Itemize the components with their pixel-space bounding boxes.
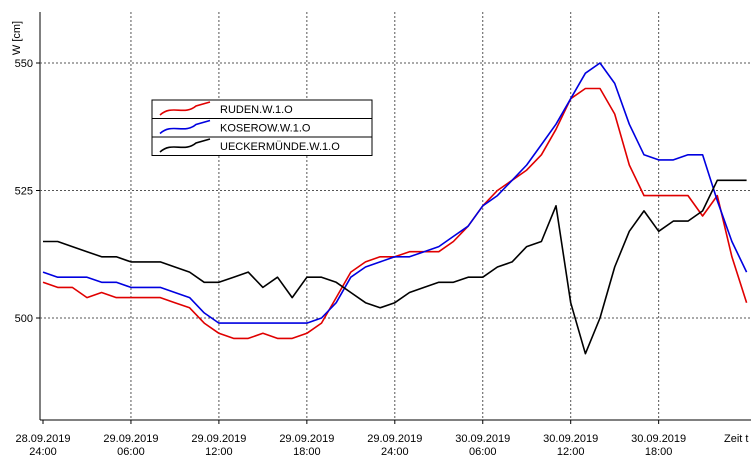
legend-label: KOSEROW.W.1.O: [220, 123, 311, 135]
series-line: [43, 179, 747, 355]
x-tick-label: 06:00: [117, 446, 145, 458]
x-tick-label: 24:00: [381, 446, 409, 458]
x-tick-label: 30.09.2019: [631, 433, 686, 445]
x-tick-label: 18:00: [645, 446, 673, 458]
x-tick-label: 29.09.2019: [191, 433, 246, 445]
x-tick-label: 30.09.2019: [455, 433, 510, 445]
x-tick-label: 30.09.2019: [543, 433, 598, 445]
x-tick-label: 29.09.2019: [103, 433, 158, 445]
legend-label: RUDEN.W.1.O: [220, 104, 293, 116]
x-tick-label: 06:00: [469, 446, 497, 458]
legend-swatch: [159, 101, 211, 116]
x-tick-label: 28.09.2019: [15, 433, 70, 445]
x-tick-label: 29.09.2019: [279, 433, 334, 445]
x-tick-label: 12:00: [205, 446, 233, 458]
legend-swatch: [159, 119, 211, 135]
x-tick-label: 29.09.2019: [367, 433, 422, 445]
series-line: [42, 62, 748, 324]
x-tick-label: 12:00: [557, 446, 585, 458]
y-tick-label: 525: [15, 186, 33, 198]
x-tick-label: 18:00: [293, 446, 321, 458]
legend-label: UECKERMÜNDE.W.1.O: [220, 141, 340, 153]
y-axis-label: W [cm]: [11, 21, 23, 55]
y-tick-label: 500: [15, 313, 33, 325]
x-tick-label: 24:00: [29, 446, 57, 458]
legend-swatch: [159, 138, 211, 153]
y-tick-label: 550: [15, 58, 33, 70]
x-axis-label: Zeit t: [724, 433, 748, 445]
